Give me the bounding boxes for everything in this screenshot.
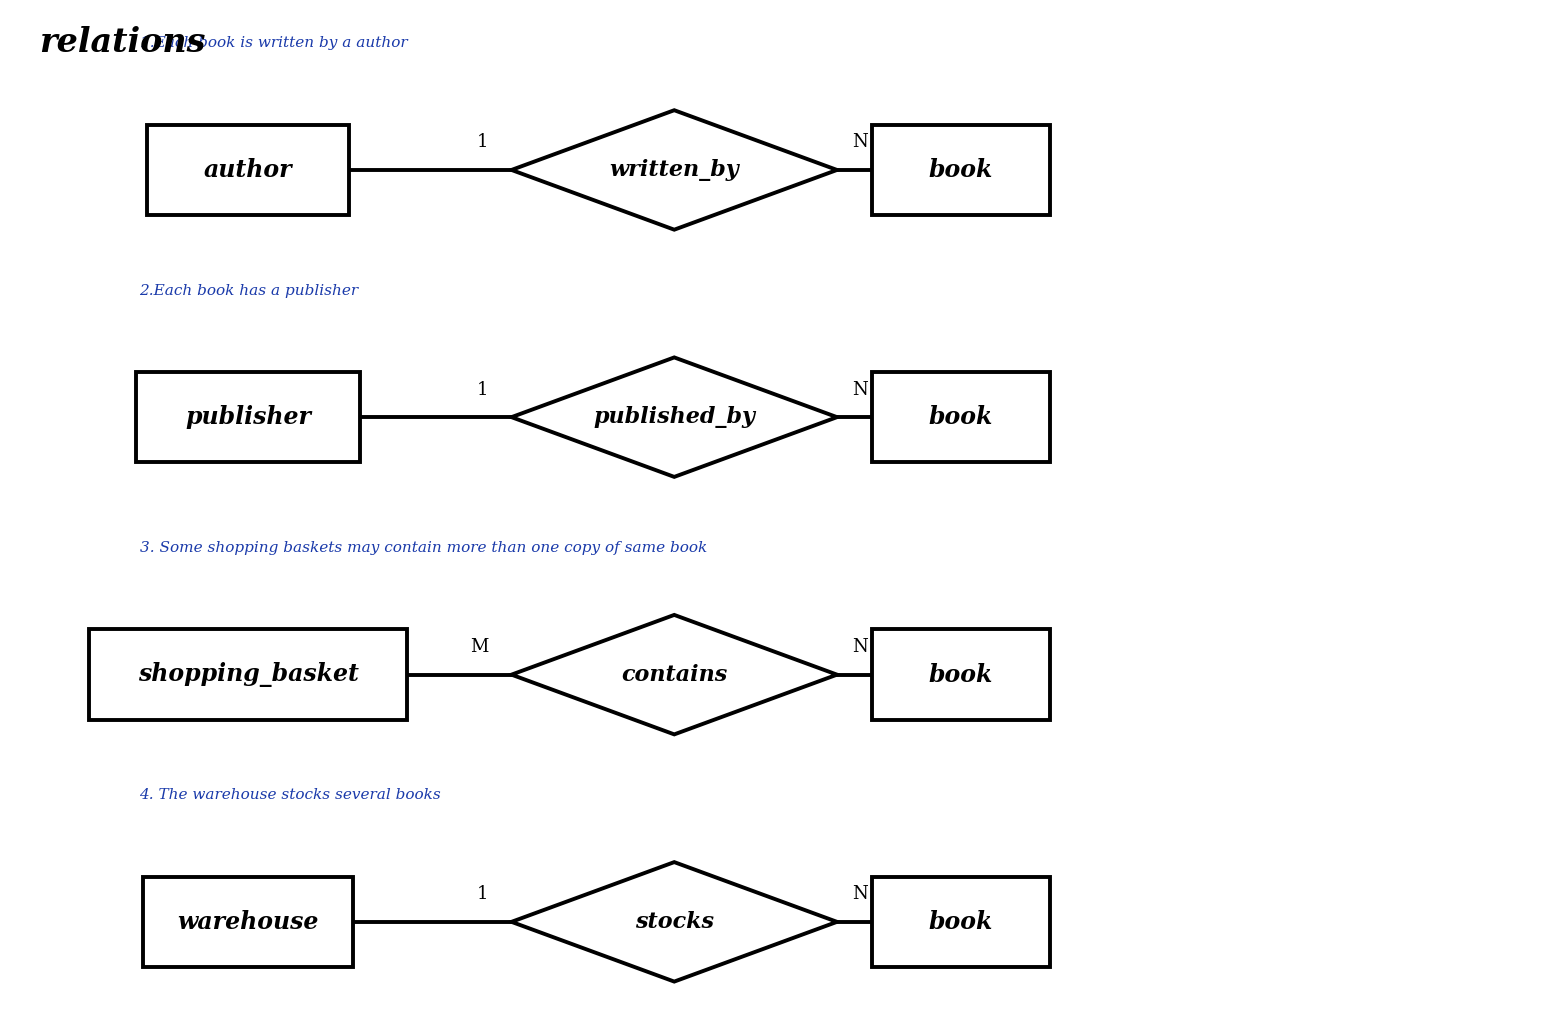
Text: 1: 1: [477, 134, 488, 151]
Text: M: M: [470, 639, 488, 656]
Text: N: N: [853, 886, 868, 903]
Bar: [136, 372, 360, 462]
Bar: [871, 629, 1051, 720]
Polygon shape: [512, 357, 837, 477]
Polygon shape: [512, 110, 837, 230]
Text: 4. The warehouse stocks several books: 4. The warehouse stocks several books: [140, 788, 442, 802]
Bar: [871, 372, 1051, 462]
Text: 1: 1: [477, 381, 488, 399]
Text: book: book: [928, 405, 994, 430]
Text: stocks: stocks: [636, 911, 713, 933]
Text: written_by: written_by: [609, 159, 739, 181]
Text: N: N: [853, 381, 868, 399]
Polygon shape: [512, 862, 837, 982]
Text: book: book: [928, 909, 994, 934]
Text: 2.Each book has a publisher: 2.Each book has a publisher: [140, 283, 358, 298]
Text: contains: contains: [622, 663, 727, 686]
Bar: [871, 877, 1051, 967]
Text: relations: relations: [39, 26, 205, 59]
Text: book: book: [928, 662, 994, 687]
Text: publisher: publisher: [184, 405, 312, 430]
Text: 3. Some shopping baskets may contain more than one copy of same book: 3. Some shopping baskets may contain mor…: [140, 541, 707, 555]
Text: 1: 1: [477, 886, 488, 903]
Bar: [143, 877, 353, 967]
Bar: [147, 125, 349, 215]
Text: published_by: published_by: [594, 406, 755, 428]
Bar: [871, 125, 1051, 215]
Text: author: author: [203, 158, 293, 182]
Text: warehouse: warehouse: [177, 909, 319, 934]
Polygon shape: [512, 615, 837, 734]
Text: 1.Each book is written by a author: 1.Each book is written by a author: [140, 36, 408, 50]
Text: book: book: [928, 158, 994, 182]
Bar: [90, 629, 406, 720]
Text: N: N: [853, 639, 868, 656]
Text: N: N: [853, 134, 868, 151]
Text: shopping_basket: shopping_basket: [138, 662, 358, 687]
